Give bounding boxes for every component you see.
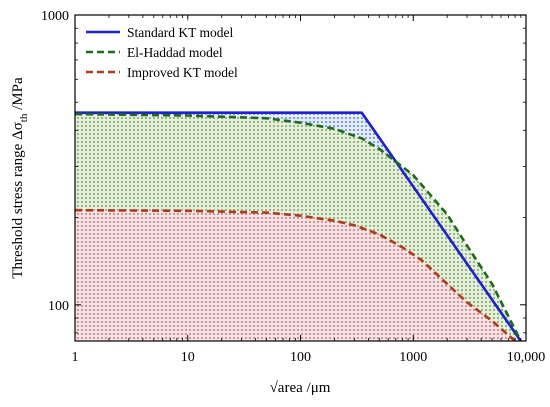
y-axis-label-main: Threshold stress range Δσ [10, 122, 26, 278]
x-tick-label: 10 [181, 350, 195, 365]
series-line-1 [75, 111, 522, 341]
x-tick-label: 10,000 [507, 350, 546, 365]
axis-ticks: 1 10 100 1000 10,000 100 1000 [41, 9, 545, 365]
y-tick-label: 100 [48, 299, 69, 314]
x-tick-label: 1 [72, 350, 79, 365]
legend-label-1: Standard KT model [127, 25, 233, 40]
area-fills [75, 112, 521, 341]
y-axis-label: Threshold stress range Δσth /MPa [10, 77, 30, 279]
series-line-2 [75, 112, 522, 341]
x-tick-label: 1000 [399, 350, 427, 365]
y-axis-label-subscript: th [18, 113, 30, 122]
legend: Standard KT model El-Haddad model Improved… [80, 19, 272, 83]
x-axis-label: √area /μm [270, 380, 331, 396]
legend-label-2: El-Haddad model [127, 45, 223, 60]
series-lines [75, 111, 522, 341]
legend-label-3: Improved KT model [127, 65, 238, 80]
y-axis-label-unit: /MPa [10, 77, 26, 114]
x-tick-label: 100 [290, 350, 311, 365]
series-line-3 [75, 208, 516, 341]
y-tick-label: 1000 [41, 9, 69, 24]
area-fill-3 [75, 210, 516, 341]
